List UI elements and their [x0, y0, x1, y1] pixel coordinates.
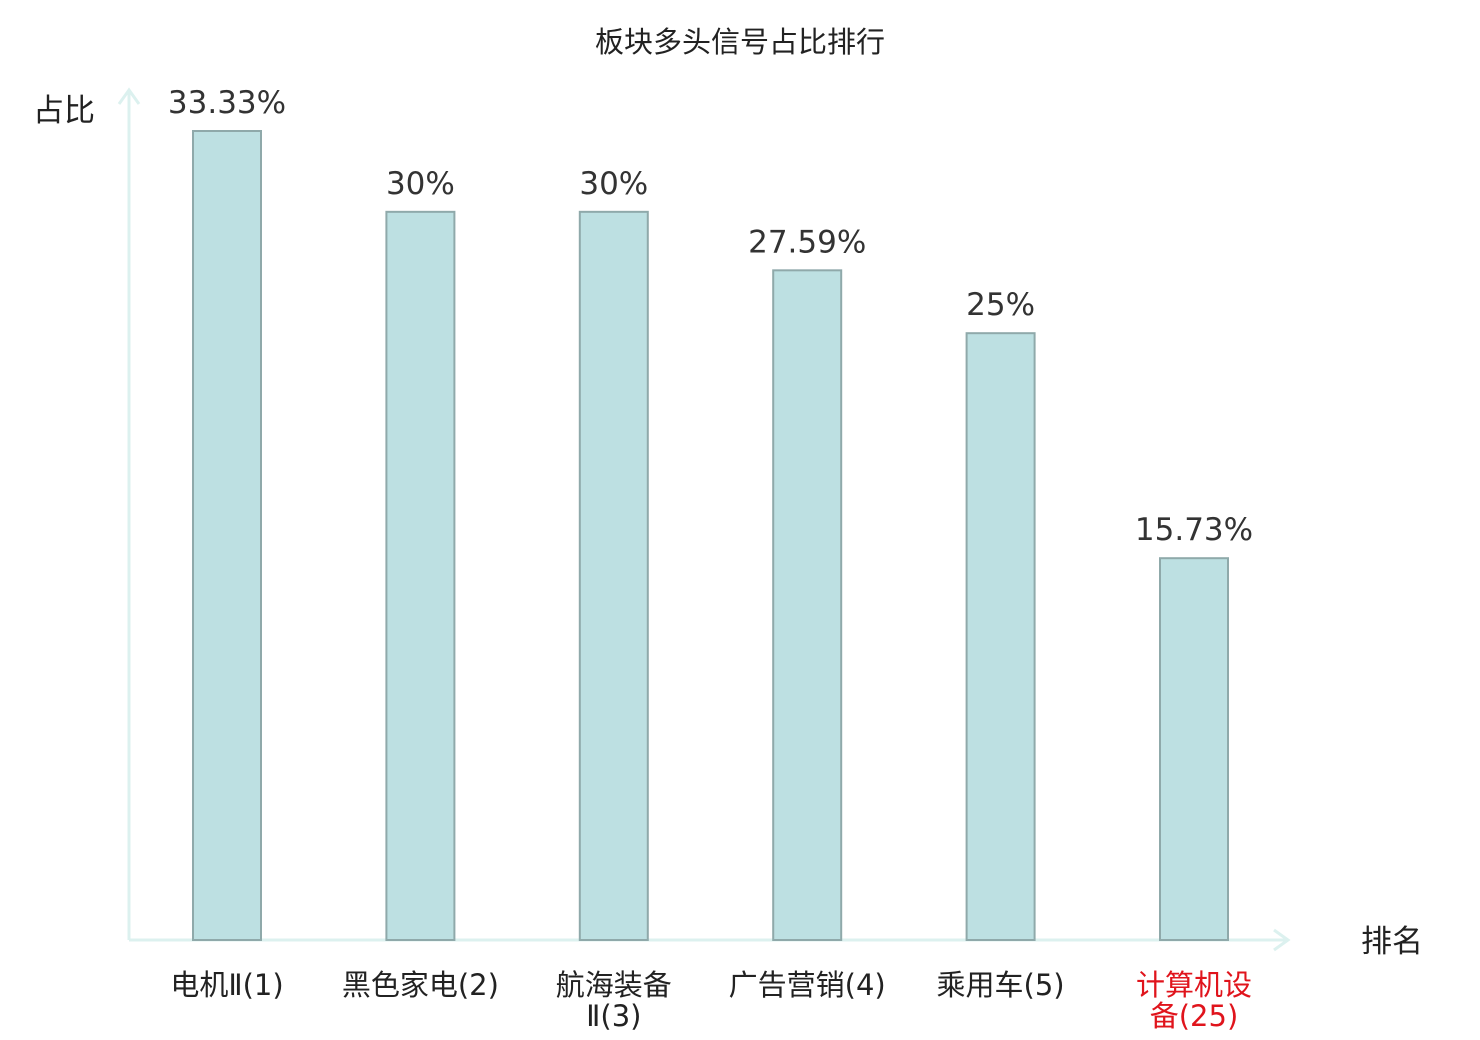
chart-title: 板块多头信号占比排行 [595, 25, 885, 59]
bar-value-label: 15.73% [1135, 512, 1253, 548]
value-labels-group: 33.33% 30% 30% 27.59% 25% 15.73% [168, 85, 1253, 548]
y-axis [117, 87, 141, 940]
bars-group [192, 130, 1229, 941]
bar [965, 332, 1036, 941]
bar [578, 210, 649, 941]
x-tick-label: 航海装备 [556, 968, 672, 1002]
bar [192, 130, 262, 941]
y-axis-arrow [117, 87, 141, 105]
x-axis [129, 928, 1291, 952]
x-axis-arrow [1273, 928, 1291, 952]
x-tick-label: 备(25) [1150, 999, 1239, 1033]
y-axis-label: 占比 [33, 93, 95, 129]
x-tick-label: Ⅱ(3) [586, 999, 641, 1033]
x-axis-label: 排名 [1361, 924, 1423, 960]
bar-value-label: 33.33% [168, 85, 286, 121]
x-tick-label: 电机Ⅱ(1) [170, 968, 283, 1002]
x-tick-label: 黑色家电(2) [342, 968, 499, 1002]
x-tick-label: 计算机设 [1136, 968, 1252, 1002]
bar-value-label: 30% [579, 166, 648, 202]
bar-value-label: 30% [386, 166, 455, 202]
bar-value-label: 27.59% [748, 224, 866, 260]
bar [772, 269, 843, 941]
bar-value-label: 25% [966, 287, 1035, 323]
x-tick-label: 广告营销(4) [729, 968, 886, 1002]
x-tick-label: 乘用车(5) [937, 968, 1065, 1002]
bar [385, 210, 456, 941]
bar [1159, 557, 1229, 941]
